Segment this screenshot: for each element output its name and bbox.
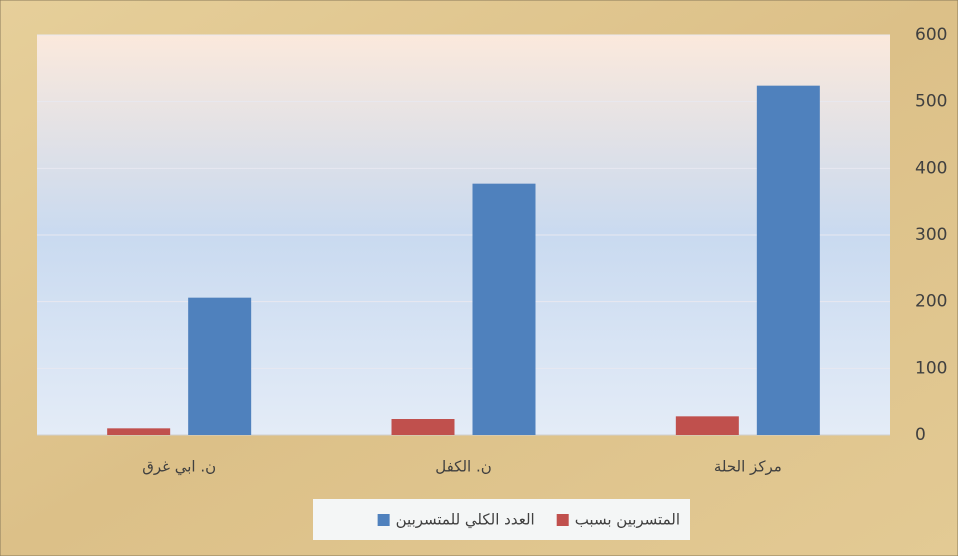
y-tick-label: 600 <box>915 25 947 45</box>
bar <box>188 297 252 435</box>
legend-label: العدد الكلي للمتسربين <box>396 511 535 530</box>
x-tick-label: مركز الحلة <box>714 458 782 476</box>
x-tick-label: ن. ابي غرق <box>142 458 216 477</box>
bar <box>472 183 536 435</box>
y-tick-label: 300 <box>915 225 947 245</box>
x-tick-label: ن. الكفل <box>435 458 492 476</box>
legend-label: المتسربين بسبب <box>575 511 680 529</box>
y-tick-label: 500 <box>915 92 947 112</box>
bar <box>107 428 171 435</box>
y-tick-label: 400 <box>915 158 947 178</box>
legend-swatch <box>556 514 569 526</box>
y-tick-label: 100 <box>915 358 947 378</box>
y-tick-label: 0 <box>915 425 926 445</box>
bar <box>756 85 820 436</box>
bar <box>675 416 739 435</box>
bar <box>391 419 455 435</box>
legend-box <box>313 499 690 540</box>
y-tick-label: 200 <box>915 292 947 312</box>
legend-swatch <box>377 514 390 526</box>
